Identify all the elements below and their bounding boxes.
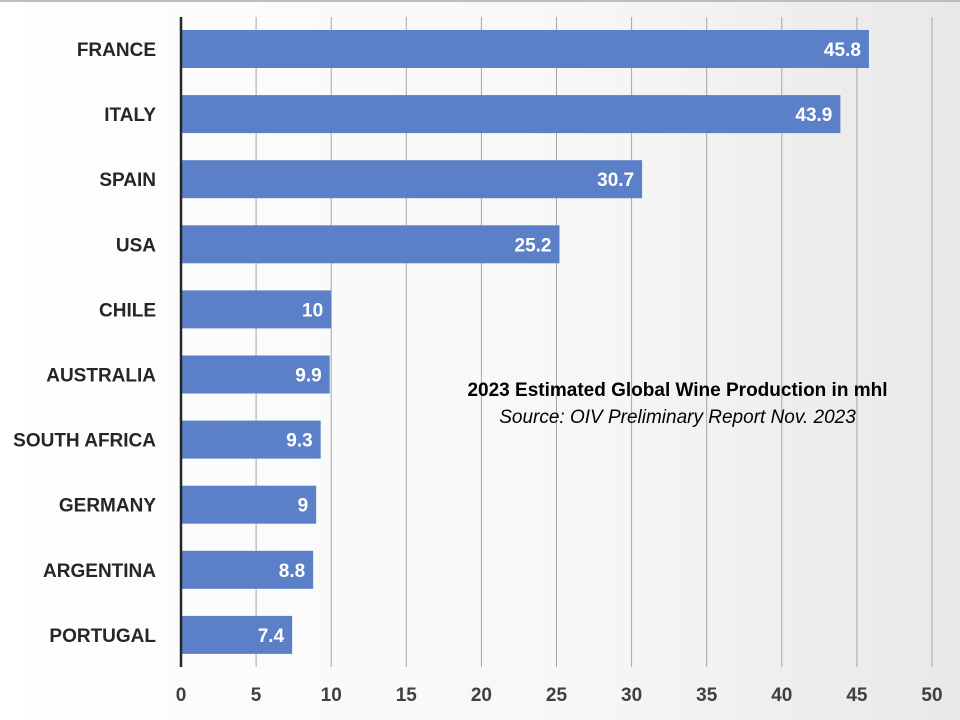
data-label: 45.8 xyxy=(824,40,861,61)
category-label: ARGENTINA xyxy=(43,561,156,582)
data-label: 30.7 xyxy=(597,170,634,191)
bar-germany xyxy=(181,485,317,524)
data-label: 9.9 xyxy=(295,366,321,387)
category-label: GERMANY xyxy=(59,496,156,517)
category-label: PORTUGAL xyxy=(49,626,156,647)
data-label: 9 xyxy=(298,496,309,517)
x-tick-label: 40 xyxy=(771,685,792,706)
x-tick-label: 20 xyxy=(471,685,492,706)
x-tick-label: 15 xyxy=(396,685,418,706)
x-tick-label: 35 xyxy=(696,685,718,706)
x-tick-label: 10 xyxy=(321,685,342,706)
bar-usa xyxy=(181,225,560,264)
bar-spain xyxy=(181,160,643,199)
data-label: 8.8 xyxy=(279,561,305,582)
category-label: ITALY xyxy=(104,105,156,126)
bar-france xyxy=(181,30,869,68)
category-label: FRANCE xyxy=(77,40,156,61)
data-label: 43.9 xyxy=(795,105,832,126)
x-tick-label: 30 xyxy=(621,685,642,706)
bar-chile xyxy=(181,290,332,329)
x-tick-label: 45 xyxy=(846,685,868,706)
bar-italy xyxy=(181,95,841,134)
bar-south-africa xyxy=(181,420,321,459)
data-label: 25.2 xyxy=(515,235,552,256)
data-label: 9.3 xyxy=(286,431,312,452)
x-tick-label: 50 xyxy=(921,685,942,706)
x-tick-label: 0 xyxy=(176,685,187,706)
bar-argentina xyxy=(181,550,314,589)
x-tick-label: 25 xyxy=(546,685,568,706)
bar-portugal xyxy=(181,615,293,654)
category-label: SOUTH AFRICA xyxy=(13,431,156,452)
category-label: CHILE xyxy=(99,300,156,321)
chart-title: 2023 Estimated Global Wine Production in… xyxy=(467,380,888,401)
category-label: USA xyxy=(116,235,156,256)
data-label: 10 xyxy=(302,300,323,321)
category-label: AUSTRALIA xyxy=(46,366,156,387)
x-tick-label: 5 xyxy=(251,685,262,706)
category-label: SPAIN xyxy=(99,170,156,191)
data-label: 7.4 xyxy=(258,626,285,647)
bar-australia xyxy=(181,355,330,394)
chart-subtitle: Source: OIV Preliminary Report Nov. 2023 xyxy=(499,407,856,428)
